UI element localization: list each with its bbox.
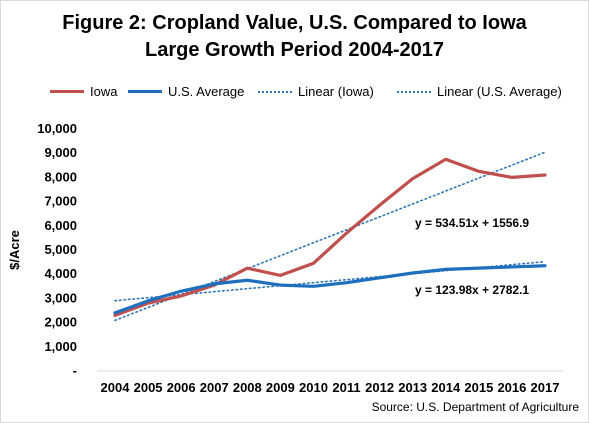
x-tick-label: 2008 xyxy=(233,380,262,395)
legend-label-linear-us: Linear (U.S. Average) xyxy=(437,84,562,99)
legend-swatch-linear-us xyxy=(397,90,431,93)
legend-label-iowa: Iowa xyxy=(90,84,118,99)
x-tick-label: 2016 xyxy=(497,380,526,395)
y-tick-label: 7,000 xyxy=(44,194,77,209)
legend-swatch-us xyxy=(128,90,162,93)
series-line-iowa xyxy=(113,157,547,317)
x-tick-label: 2004 xyxy=(101,380,131,395)
y-tick-label: 9,000 xyxy=(44,145,77,160)
legend-item-iowa: Iowa xyxy=(50,84,117,99)
y-axis-title: $/Acre xyxy=(7,230,22,270)
x-tick-label: 2013 xyxy=(398,380,427,395)
y-tick-label: 4,000 xyxy=(44,266,77,281)
y-tick-label: 3,000 xyxy=(44,290,77,305)
x-tick-label: 2009 xyxy=(266,380,295,395)
legend-label-linear-iowa: Linear (Iowa) xyxy=(298,84,374,99)
equation-label-us: y = 123.98x + 2782.1 xyxy=(415,283,529,297)
x-tick-label: 2007 xyxy=(200,380,229,395)
x-tick-label: 2010 xyxy=(299,380,328,395)
x-tick-label: 2005 xyxy=(134,380,163,395)
y-tick-label: 5,000 xyxy=(44,242,77,257)
y-tick-label: 2,000 xyxy=(44,315,77,330)
y-tick-label: 1,000 xyxy=(44,339,77,354)
x-tick-label: 2011 xyxy=(332,380,360,395)
legend-item-linear-iowa: Linear (Iowa) xyxy=(258,84,374,99)
legend-swatch-iowa xyxy=(50,90,84,93)
series-line-us xyxy=(113,264,547,315)
y-tick-label: 6,000 xyxy=(44,218,77,233)
y-tick-label: 10,000 xyxy=(37,121,77,136)
x-tick-label: 2017 xyxy=(531,380,560,395)
y-tick-label: 8,000 xyxy=(44,169,77,184)
legend-swatch-linear-iowa xyxy=(258,90,292,93)
x-tick-label: 2015 xyxy=(464,380,493,395)
legend-item-linear-us: Linear (U.S. Average) xyxy=(397,84,562,99)
x-tick-label: 2006 xyxy=(167,380,196,395)
equation-label-iowa: y = 534.51x + 1556.9 xyxy=(415,216,529,230)
source-note: Source: U.S. Department of Agriculture xyxy=(371,400,579,414)
legend: Iowa U.S. Average Linear (Iowa) Linear (… xyxy=(40,84,580,104)
y-tick-label: - xyxy=(73,363,77,378)
trendline-iowa xyxy=(114,151,546,322)
x-tick-label: 2012 xyxy=(365,380,394,395)
x-tick-label: 2014 xyxy=(431,380,461,395)
chart-title: Figure 2: Cropland Value, U.S. Compared … xyxy=(0,10,589,64)
legend-item-us: U.S. Average xyxy=(128,84,244,99)
legend-label-us: U.S. Average xyxy=(168,84,245,99)
title-line-1: Figure 2: Cropland Value, U.S. Compared … xyxy=(62,12,527,34)
title-line-2: Large Growth Period 2004-2017 xyxy=(144,39,444,61)
